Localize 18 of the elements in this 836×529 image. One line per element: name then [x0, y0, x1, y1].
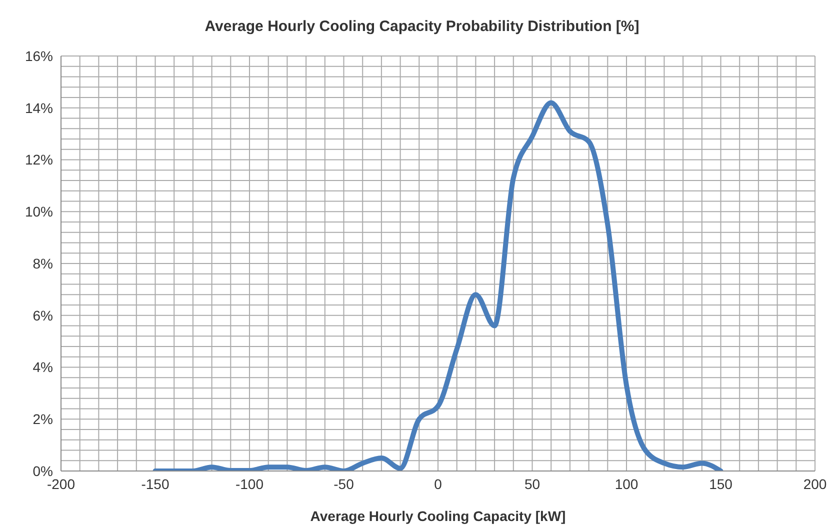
x-tick-label: -100 — [235, 476, 264, 492]
x-axis-title: Average Hourly Cooling Capacity [kW] — [310, 508, 566, 524]
y-tick-label: 16% — [24, 48, 53, 64]
x-tick-label: 50 — [524, 476, 540, 492]
y-tick-label: 14% — [24, 100, 53, 116]
y-tick-label: 2% — [32, 411, 53, 428]
y-tick-label: 12% — [24, 152, 53, 168]
chart-title: Average Hourly Cooling Capacity Probability Distribution [%] — [204, 18, 640, 35]
y-tick-label: 8% — [32, 255, 53, 272]
y-tick-label: 10% — [24, 204, 53, 220]
x-tick-label: -50 — [334, 476, 354, 492]
y-tick-label: 4% — [32, 359, 53, 376]
x-tick-label: 200 — [803, 476, 827, 492]
x-tick-label: 0 — [434, 476, 442, 492]
y-tick-label: 6% — [32, 307, 53, 324]
x-tick-label: 150 — [709, 476, 733, 492]
x-tick-label: -150 — [141, 476, 170, 492]
x-tick-label: 100 — [614, 476, 638, 492]
